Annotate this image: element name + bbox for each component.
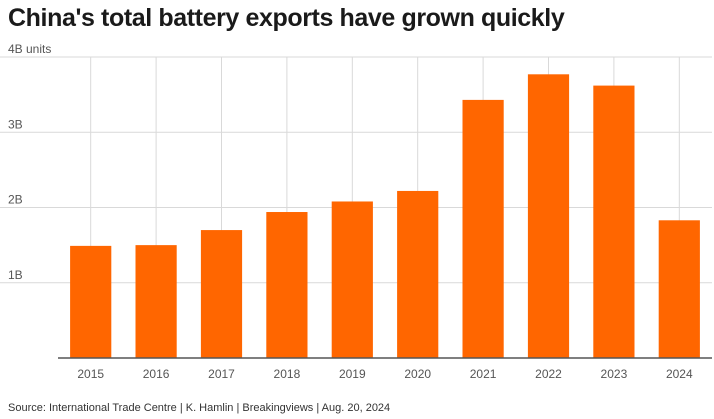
y-tick-label: 2B (8, 193, 23, 207)
bar-2018 (266, 212, 308, 358)
bar-2015 (70, 245, 112, 358)
y-tick-label: 4B units (8, 42, 51, 56)
x-tick-label: 2020 (404, 367, 431, 381)
x-tick-label: 2024 (666, 367, 693, 381)
x-tick-label: 2017 (208, 367, 235, 381)
x-tick-label: 2022 (535, 367, 562, 381)
x-tick-label: 2018 (274, 367, 301, 381)
bar-2021 (462, 99, 504, 358)
x-tick-label: 2021 (470, 367, 497, 381)
chart-title: China's total battery exports have grown… (8, 4, 565, 32)
bar-2023 (593, 85, 635, 358)
bar-2022 (527, 74, 570, 359)
x-tick-label: 2019 (339, 367, 366, 381)
y-axis-ticks: 1B 2B 3B 4B units (8, 42, 51, 282)
bar-2019 (331, 201, 373, 358)
x-tick-label: 2023 (601, 367, 628, 381)
bars (70, 74, 700, 359)
y-tick-label: 3B (8, 117, 23, 131)
x-tick-label: 2016 (143, 367, 170, 381)
bar-2016 (135, 245, 177, 358)
bar-2017 (200, 230, 243, 358)
x-tick-label: 2015 (77, 367, 104, 381)
y-tick-label: 1B (8, 268, 23, 282)
bar-2024 (658, 220, 700, 358)
x-axis-ticks: 2015 2016 2017 2018 2019 2020 2021 2022 2023 2024 (77, 367, 693, 381)
bar-2020 (397, 190, 439, 358)
source-note: Source: International Trade Centre | K. … (8, 402, 391, 414)
